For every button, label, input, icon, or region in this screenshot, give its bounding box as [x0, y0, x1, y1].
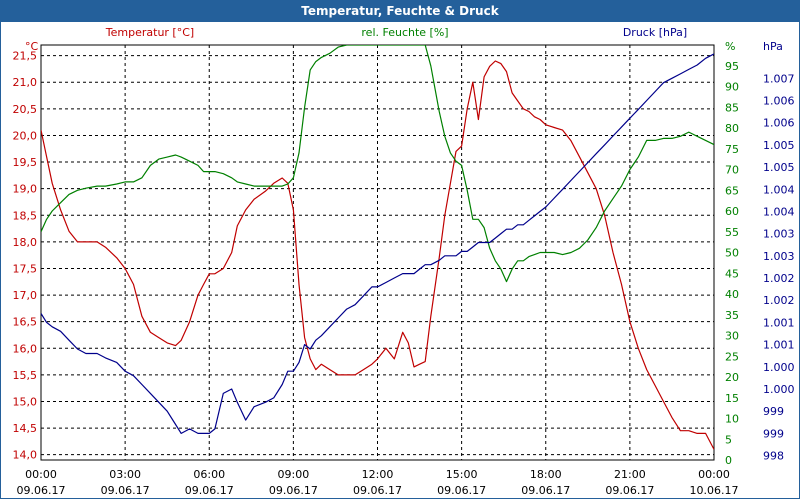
pressure-tick-label: 1.005 — [763, 161, 795, 174]
pressure-tick-label: 1.000 — [763, 383, 795, 396]
pressure-tick-label: 1.006 — [763, 117, 795, 130]
x-tick-date: 09.06.17 — [185, 484, 234, 497]
pressure-tick-label: 1.002 — [763, 294, 795, 307]
humidity-tick-label: 60 — [725, 205, 739, 218]
temperature-tick-label: 17,0 — [13, 289, 38, 302]
humidity-tick-label: 80 — [725, 122, 739, 135]
humidity-tick-label: 75 — [725, 143, 739, 156]
humidity-tick-label: 65 — [725, 184, 739, 197]
temperature-tick-label: 20,0 — [13, 129, 38, 142]
temperature-tick-label: 18,5 — [13, 209, 38, 222]
humidity-tick-label: 20 — [725, 371, 739, 384]
x-tick-time: 09:00 — [278, 468, 310, 481]
humidity-tick-label: 50 — [725, 247, 739, 260]
temperature-tick-label: 20,5 — [13, 103, 38, 116]
x-tick-date: 09.06.17 — [101, 484, 150, 497]
legend-temperature: Temperatur [°C] — [105, 26, 194, 39]
pressure-tick-label: 998 — [763, 450, 784, 463]
legend-humidity: rel. Feuchte [%] — [361, 26, 448, 39]
x-tick-time: 18:00 — [530, 468, 562, 481]
pressure-tick-label: 1.006 — [763, 94, 795, 107]
x-tick-time: 21:00 — [614, 468, 646, 481]
humidity-tick-label: 35 — [725, 309, 739, 322]
pressure-tick-label: 1.001 — [763, 339, 795, 352]
humidity-tick-label: 25 — [725, 350, 739, 363]
axes-layer: 00:00 09.06.17 03:00 09.06.17 06:00 09.06.17 0… — [13, 40, 795, 497]
temperature-unit: °C — [25, 40, 39, 53]
pressure-tick-label: 1.002 — [763, 272, 795, 285]
series-line-pressure — [41, 53, 714, 434]
temperature-tick-label: 21,5 — [13, 50, 38, 63]
x-tick-time: 12:00 — [362, 468, 394, 481]
series-layer — [41, 45, 714, 450]
temperature-tick-label: 19,5 — [13, 156, 38, 169]
x-tick-time: 00:00 — [698, 468, 730, 481]
x-tick-date: 09.06.17 — [521, 484, 570, 497]
humidity-tick-label: 85 — [725, 101, 739, 114]
pressure-tick-label: 999 — [763, 427, 784, 440]
legend-pressure: Druck [hPa] — [623, 26, 687, 39]
humidity-tick-label: 10 — [725, 413, 739, 426]
humidity-tick-label: 90 — [725, 81, 739, 94]
temperature-tick-label: 21,0 — [13, 76, 38, 89]
pressure-unit: hPa — [763, 40, 783, 53]
humidity-tick-label: 95 — [725, 60, 739, 73]
humidity-tick-label: 45 — [725, 267, 739, 280]
pressure-tick-label: 1.007 — [763, 72, 795, 85]
x-tick-date: 09.06.17 — [17, 484, 66, 497]
humidity-tick-label: 0 — [725, 454, 732, 467]
pressure-tick-label: 1.000 — [763, 361, 795, 374]
humidity-tick-label: 40 — [725, 288, 739, 301]
pressure-tick-label: 1.003 — [763, 228, 795, 241]
temperature-tick-label: 14,5 — [13, 422, 38, 435]
x-tick-date: 09.06.17 — [269, 484, 318, 497]
x-tick-date: 09.06.17 — [353, 484, 402, 497]
temperature-tick-label: 16,0 — [13, 342, 38, 355]
legend-layer: Temperatur [°C] rel. Feuchte [%] Druck [hP… — [105, 26, 687, 39]
x-tick-time: 15:00 — [446, 468, 478, 481]
temperature-tick-label: 19,0 — [13, 183, 38, 196]
temperature-tick-label: 17,5 — [13, 262, 38, 275]
x-tick-time: 00:00 — [25, 468, 57, 481]
x-tick-time: 06:00 — [193, 468, 225, 481]
x-tick-time: 03:00 — [109, 468, 141, 481]
temperature-tick-label: 14,0 — [13, 449, 38, 462]
series-line-temperature — [41, 60, 714, 450]
temperature-tick-label: 15,5 — [13, 369, 38, 382]
series-line-humidity — [41, 45, 714, 283]
window-title: Temperatur, Feuchte & Druck — [0, 0, 800, 22]
pressure-tick-label: 1.005 — [763, 139, 795, 152]
humidity-tick-label: 55 — [725, 226, 739, 239]
pressure-tick-label: 1.004 — [763, 183, 795, 196]
grid — [41, 45, 714, 460]
pressure-tick-label: 1.004 — [763, 205, 795, 218]
humidity-tick-label: 15 — [725, 392, 739, 405]
humidity-tick-label: 70 — [725, 164, 739, 177]
humidity-tick-label: 30 — [725, 330, 739, 343]
x-tick-date: 09.06.17 — [437, 484, 486, 497]
x-tick-date: 10.06.17 — [690, 484, 739, 497]
temperature-tick-label: 18,0 — [13, 236, 38, 249]
pressure-tick-label: 999 — [763, 405, 784, 418]
humidity-unit: % — [725, 40, 735, 53]
temperature-tick-label: 15,0 — [13, 395, 38, 408]
pressure-tick-label: 1.001 — [763, 316, 795, 329]
plot-area — [40, 44, 715, 461]
x-tick-date: 09.06.17 — [605, 484, 654, 497]
temperature-tick-label: 16,5 — [13, 316, 38, 329]
pressure-tick-label: 1.003 — [763, 250, 795, 263]
humidity-tick-label: 5 — [725, 433, 732, 446]
